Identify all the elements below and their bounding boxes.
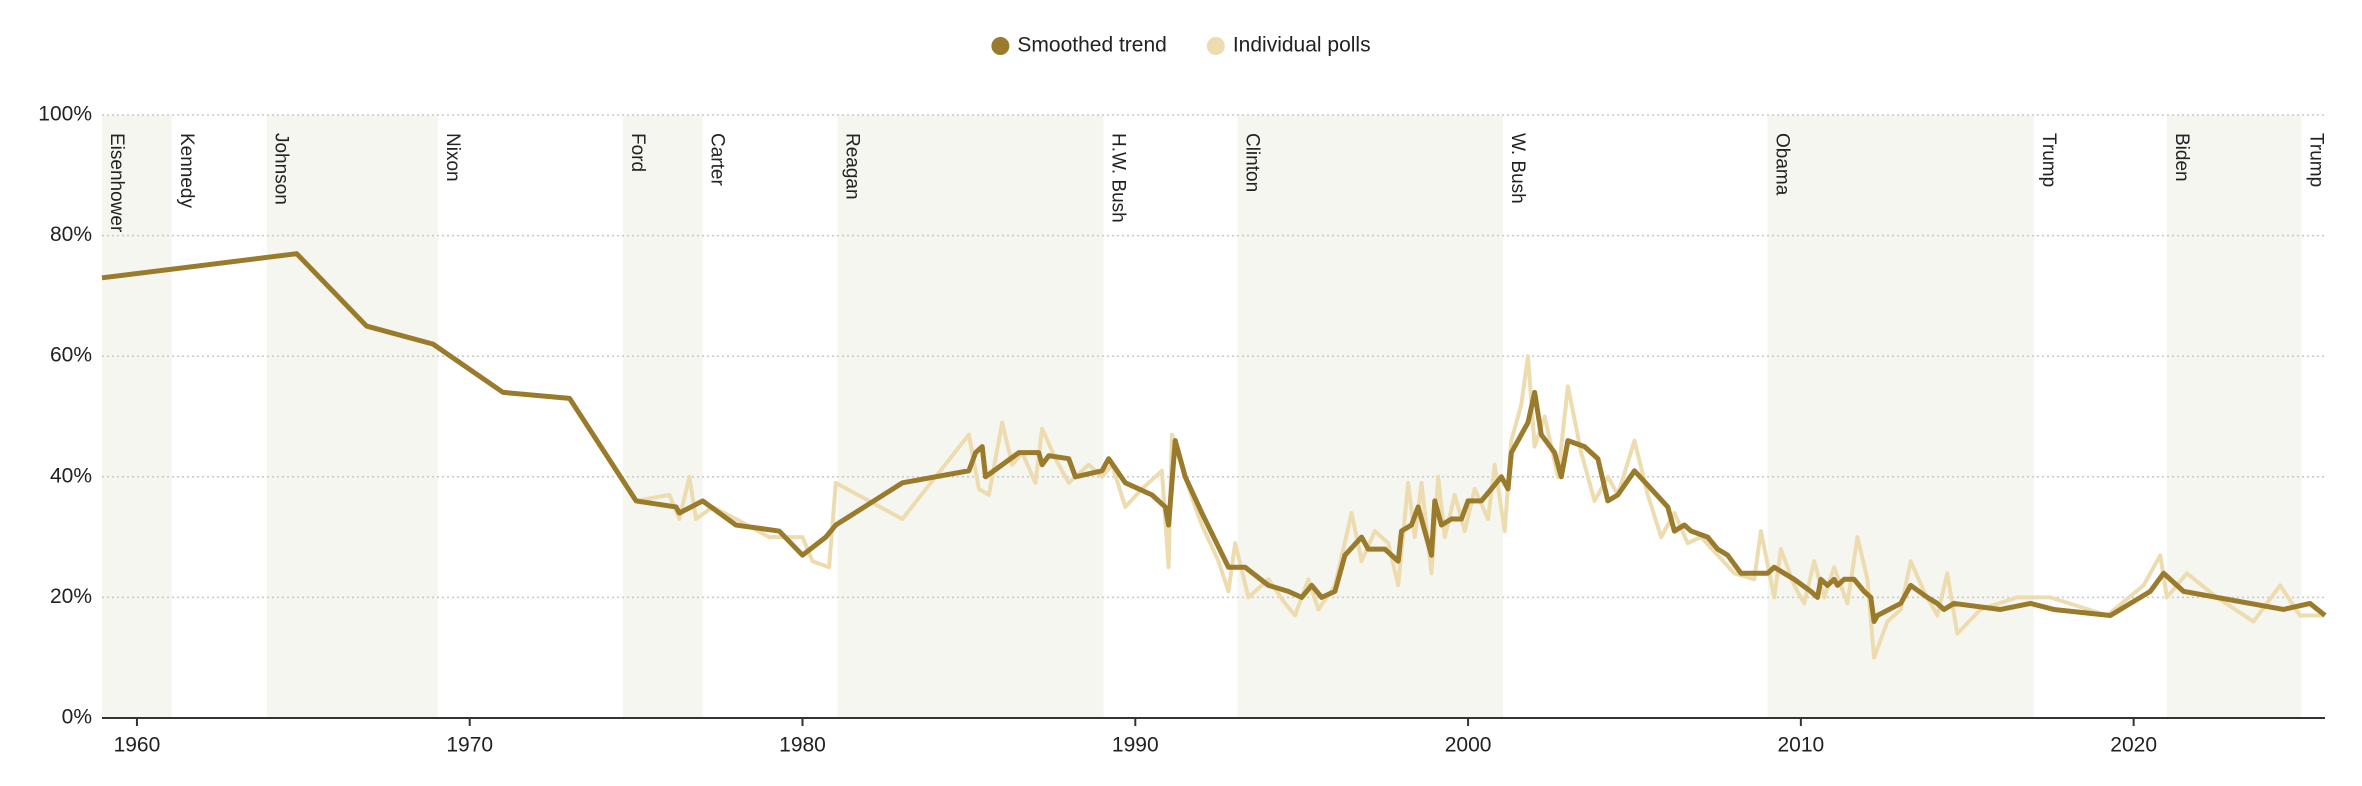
- president-label: Trump: [2306, 133, 2327, 187]
- legend: Smoothed trend Individual polls: [991, 34, 1371, 57]
- president-label: Clinton: [1241, 133, 1262, 192]
- y-tick-label: 20%: [50, 585, 92, 608]
- term-band: [1103, 115, 1238, 718]
- president-label: Reagan: [841, 133, 862, 200]
- president-label: Kennedy: [176, 133, 197, 209]
- x-tick-label: 2020: [2110, 734, 2157, 757]
- term-band: [266, 115, 439, 718]
- x-tick-label: 1990: [1112, 734, 1159, 757]
- legend-swatch: [1206, 37, 1225, 55]
- y-tick-label: 100%: [38, 103, 92, 126]
- president-label: Obama: [1772, 133, 1793, 196]
- president-label: Biden: [2171, 133, 2192, 182]
- term-band: [171, 115, 267, 718]
- term-band: [1237, 115, 1504, 718]
- term-band: [702, 115, 838, 718]
- term-band: [2166, 115, 2302, 718]
- x-tick-label: 1970: [446, 734, 493, 757]
- president-label: Trump: [2038, 133, 2059, 187]
- term-band: [438, 115, 623, 718]
- president-label: Carter: [707, 133, 728, 186]
- term-band: [837, 115, 1104, 718]
- president-label: W. Bush: [1507, 133, 1528, 204]
- president-label: H.W. Bush: [1108, 133, 1129, 223]
- president-label: Ford: [627, 133, 648, 172]
- term-band: [2301, 115, 2325, 718]
- x-tick-label: 2000: [1445, 734, 1492, 757]
- president-label: Johnson: [271, 133, 292, 205]
- x-tick-label: 1960: [114, 734, 161, 757]
- term-band: [102, 115, 172, 718]
- president-label: Eisenhower: [106, 133, 127, 233]
- legend-label: Smoothed trend: [1017, 34, 1166, 57]
- y-tick-label: 0%: [62, 706, 92, 729]
- term-band: [622, 115, 703, 718]
- x-tick-label: 2010: [1778, 734, 1825, 757]
- term-band: [1503, 115, 1768, 718]
- legend-label: Individual polls: [1233, 34, 1371, 57]
- y-tick-label: 80%: [50, 223, 92, 246]
- legend-swatch: [991, 37, 1010, 55]
- president-label: Nixon: [442, 133, 463, 182]
- term-band: [1767, 115, 2034, 718]
- x-tick-label: 1980: [779, 734, 826, 757]
- series-line: [101, 251, 2327, 625]
- y-tick-label: 40%: [50, 464, 92, 487]
- term-band: [2033, 115, 2167, 718]
- y-tick-label: 60%: [50, 344, 92, 367]
